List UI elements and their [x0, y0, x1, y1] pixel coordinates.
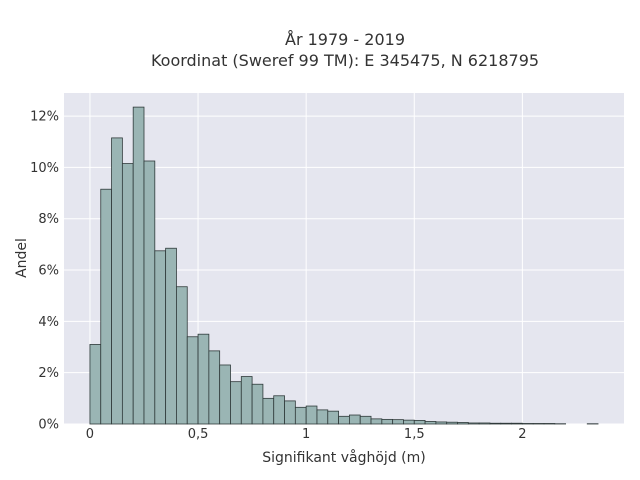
histogram-bar: [132, 106, 145, 425]
histogram-bar: [89, 344, 102, 425]
y-tick-label: 0%: [38, 418, 59, 433]
y-tick-labels: 0% 2% 4% 6% 8% 10% 12%: [30, 110, 59, 433]
y-tick-label: 8%: [38, 212, 59, 227]
histogram-bar: [478, 422, 491, 425]
histogram-bar: [294, 406, 307, 425]
histogram-bar: [240, 376, 253, 425]
histogram-bar: [208, 350, 221, 425]
histogram-bar: [176, 286, 188, 425]
bars-layer: [89, 106, 599, 425]
x-axis-label: Signifikant våghöjd (m): [262, 449, 425, 466]
y-axis-label: Andel: [14, 238, 30, 278]
histogram-bar: [511, 422, 523, 425]
histogram-bar: [186, 336, 199, 425]
y-tick-label: 10%: [30, 161, 59, 176]
histogram-bar: [500, 422, 512, 425]
x-tick-label: 1,5: [404, 427, 425, 442]
histogram-bar: [543, 423, 556, 425]
chart-title: År 1979 - 2019: [285, 30, 405, 49]
histogram-bar: [143, 160, 156, 425]
histogram-bar: [457, 422, 469, 425]
histogram-bar: [262, 397, 275, 425]
y-tick-label: 12%: [30, 110, 59, 125]
histogram-bar: [121, 163, 134, 425]
histogram-bar: [381, 418, 394, 425]
chart-subtitle: Koordinat (Sweref 99 TM): E 345475, N 62…: [151, 51, 539, 70]
x-tick-label: 0: [86, 427, 94, 442]
histogram-bar: [111, 137, 123, 425]
y-tick-label: 2%: [38, 366, 59, 381]
histogram-bar: [521, 423, 534, 425]
histogram-bar: [316, 409, 329, 425]
x-tick-label: 0,5: [188, 427, 209, 442]
histogram-bar: [467, 422, 480, 425]
histogram-bar: [392, 419, 404, 425]
histogram-bar: [251, 383, 264, 425]
histogram-bar: [100, 188, 112, 425]
histogram-bar: [284, 400, 296, 425]
histogram-bar: [403, 419, 415, 425]
histogram-bar: [305, 405, 318, 425]
histogram-bar: [338, 415, 350, 425]
histogram-bar: [435, 421, 448, 425]
x-tick-label: 1: [302, 427, 310, 442]
histogram-bar: [413, 420, 426, 425]
y-tick-label: 6%: [38, 264, 59, 279]
x-tick-labels: 0 0,5 1 1,5 2: [86, 427, 527, 442]
y-tick-label: 4%: [38, 315, 59, 330]
histogram-bar: [197, 333, 210, 425]
histogram-bar: [489, 422, 502, 425]
x-tick-label: 2: [518, 427, 526, 442]
histogram-bar: [446, 421, 458, 425]
histogram-bar: [165, 247, 177, 425]
histogram-bar: [349, 414, 361, 425]
histogram-bar: [370, 418, 383, 425]
histogram-bar: [359, 415, 372, 425]
histogram-bar: [154, 250, 167, 425]
histogram-bar: [273, 395, 285, 425]
histogram-bar: [532, 423, 545, 425]
histogram-bar: [327, 410, 339, 425]
histogram-bar: [219, 364, 231, 425]
histogram-bar: [230, 381, 242, 425]
histogram-bar: [424, 421, 437, 425]
